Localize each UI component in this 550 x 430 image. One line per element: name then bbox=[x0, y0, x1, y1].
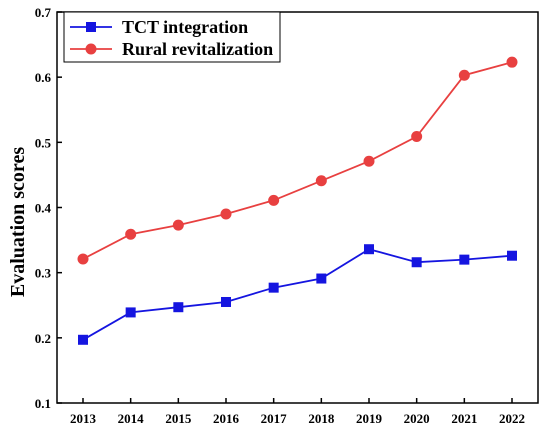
point-tct-integration bbox=[221, 296, 231, 307]
x-tick-label: 2019 bbox=[356, 411, 383, 426]
point-tct-integration bbox=[173, 302, 184, 313]
point-rural-revitalization bbox=[77, 253, 89, 265]
point-tct-integration bbox=[507, 250, 517, 261]
y-tick-label: 0.6 bbox=[35, 70, 52, 85]
y-axis-ticks: 0.1 0.2 0.3 0.4 0.5 0.6 0.7 bbox=[35, 5, 62, 411]
point-rural-revitalization bbox=[172, 219, 184, 231]
x-tick-label: 2013 bbox=[70, 411, 97, 426]
y-tick-label: 0.5 bbox=[35, 135, 52, 150]
x-tick-label: 2014 bbox=[118, 411, 145, 426]
point-rural-revitalization bbox=[458, 69, 470, 81]
series-line-tct-integration bbox=[82, 248, 513, 341]
legend-marker-tct-integration bbox=[86, 22, 96, 32]
x-axis-ticks: 2013 2014 2015 2016 2017 2018 2019 2020 2021 2022 bbox=[70, 398, 525, 426]
point-rural-revitalization bbox=[411, 130, 423, 142]
y-tick-label: 0.1 bbox=[35, 396, 51, 411]
point-tct-integration bbox=[268, 282, 279, 293]
y-tick-label: 0.7 bbox=[35, 5, 52, 20]
x-tick-label: 2017 bbox=[261, 411, 288, 426]
point-rural-revitalization bbox=[506, 56, 518, 68]
y-tick-label: 0.3 bbox=[35, 266, 52, 281]
legend-label-tct-integration: TCT integration bbox=[122, 17, 248, 37]
legend-marker-rural-revitalization bbox=[85, 43, 97, 55]
series-line-rural-revitalization bbox=[82, 61, 513, 260]
point-tct-integration bbox=[78, 334, 88, 345]
point-rural-revitalization bbox=[125, 228, 137, 240]
series-layer bbox=[77, 56, 518, 345]
x-tick-label: 2016 bbox=[213, 411, 240, 426]
point-tct-integration bbox=[125, 307, 136, 318]
legend-box bbox=[63, 11, 281, 63]
point-tct-integration bbox=[364, 244, 374, 255]
x-tick-label: 2022 bbox=[499, 411, 525, 426]
y-tick-label: 0.4 bbox=[35, 201, 52, 216]
y-axis-title: Evaluation scores bbox=[7, 147, 29, 297]
legend-label-rural-revitalization: Rural revitalization bbox=[122, 39, 273, 59]
x-tick-label: 2021 bbox=[451, 411, 477, 426]
point-tct-integration bbox=[411, 257, 422, 268]
x-tick-label: 2020 bbox=[404, 411, 430, 426]
point-rural-revitalization bbox=[220, 208, 232, 220]
x-tick-label: 2015 bbox=[165, 411, 192, 426]
y-tick-label: 0.2 bbox=[35, 331, 51, 346]
point-tct-integration bbox=[459, 254, 470, 265]
point-rural-revitalization bbox=[268, 194, 280, 206]
point-rural-revitalization bbox=[363, 155, 375, 167]
point-rural-revitalization bbox=[315, 175, 327, 187]
x-tick-label: 2018 bbox=[308, 411, 335, 426]
point-tct-integration bbox=[316, 273, 327, 284]
